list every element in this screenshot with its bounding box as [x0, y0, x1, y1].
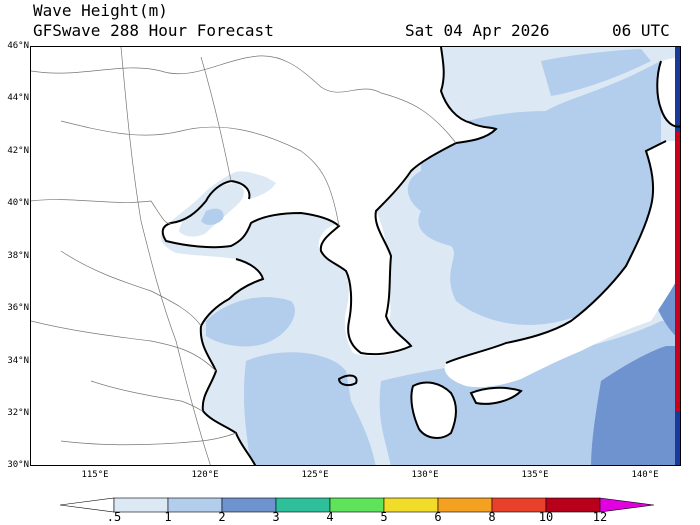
colorbar-segment	[599, 497, 655, 513]
colorbar-label: 2	[218, 510, 226, 524]
forecast-date: Sat 04 Apr 2026	[405, 21, 550, 40]
colorbar-label: 6	[434, 510, 442, 524]
colorbar-label: 8	[488, 510, 496, 524]
honshu-island	[444, 141, 680, 388]
lon-label: 140°E	[631, 470, 659, 480]
colorbar-label: 10	[538, 510, 554, 524]
kyushu-island	[411, 382, 456, 438]
model-forecast-title: GFSwave 288 Hour Forecast	[33, 21, 274, 40]
colorbar-label: 12	[592, 510, 608, 524]
colorbar-label: .5	[106, 510, 122, 524]
lat-label: 46°N	[7, 41, 29, 51]
wave-height-map	[30, 46, 681, 466]
sea-1-2m-region	[541, 49, 651, 96]
hokkaido-island	[657, 56, 680, 127]
colorbar	[59, 497, 655, 513]
lat-label: 32°N	[7, 408, 29, 418]
forecast-time: 06 UTC	[612, 21, 670, 40]
sea-1-2m-region	[206, 297, 295, 347]
lat-label: 40°N	[7, 198, 29, 208]
sea-2-3m-region	[591, 346, 680, 465]
colorbar-label: 4	[326, 510, 334, 524]
colorbar-label: 1	[164, 510, 172, 524]
map-canvas	[31, 47, 680, 465]
coastlines	[161, 47, 680, 465]
mainland-landmass	[31, 47, 496, 465]
lon-label: 130°E	[411, 470, 439, 480]
lon-label: 120°E	[191, 470, 219, 480]
lon-label: 125°E	[301, 470, 329, 480]
map-variable-title: Wave Height(m)	[33, 1, 168, 20]
colorbar-label: 3	[272, 510, 280, 524]
sea-1-2m-region	[243, 352, 376, 465]
lat-label: 42°N	[7, 146, 29, 156]
edge-strip-high	[676, 131, 680, 411]
lat-label: 30°N	[7, 460, 29, 470]
bohai-sea-inner	[201, 208, 224, 225]
lat-label: 36°N	[7, 303, 29, 313]
colorbar-label: 5	[380, 510, 388, 524]
lat-label: 34°N	[7, 356, 29, 366]
lon-label: 115°E	[81, 470, 109, 480]
lon-label: 135°E	[521, 470, 549, 480]
admin-borders	[31, 47, 457, 465]
lat-label: 44°N	[7, 93, 29, 103]
shikoku-island	[471, 387, 521, 404]
lat-label: 38°N	[7, 251, 29, 261]
